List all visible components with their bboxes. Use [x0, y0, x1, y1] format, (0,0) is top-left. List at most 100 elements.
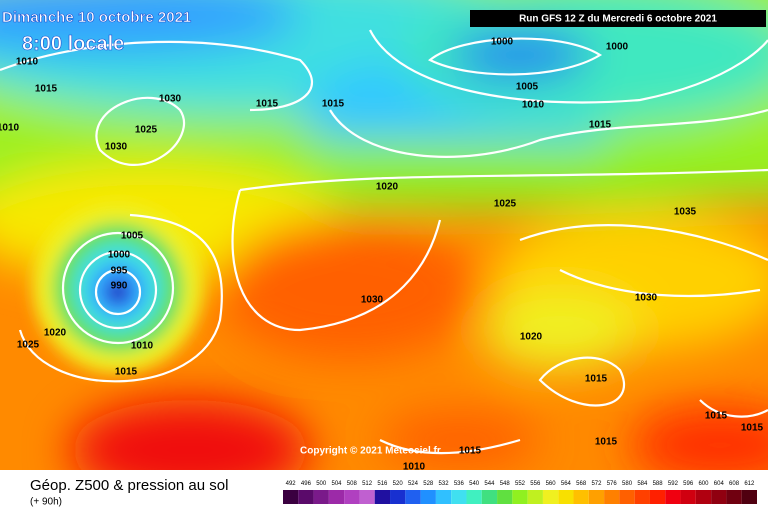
isobar-label: 1015 — [589, 120, 612, 131]
field — [0, 0, 768, 470]
scale-swatch — [313, 490, 329, 504]
scale-swatch — [649, 490, 666, 504]
isobar-label: 1010 — [131, 341, 154, 352]
scale-swatch — [695, 490, 712, 504]
isobar-label: 1025 — [135, 125, 158, 136]
isobar-label: 1020 — [520, 332, 543, 343]
scale-swatch — [619, 490, 635, 504]
scale-label: 584 — [637, 481, 648, 487]
isobar-label: 1000 — [491, 37, 514, 48]
scale-label: 592 — [668, 481, 679, 487]
isobar-label: 1015 — [741, 423, 764, 434]
scale-label: 588 — [653, 481, 664, 487]
scale-label: 548 — [500, 481, 511, 487]
scale-swatch — [604, 490, 620, 504]
scale-label: 524 — [408, 481, 419, 487]
scale-swatch — [680, 490, 696, 504]
scale-label: 528 — [423, 481, 434, 487]
isobar-label: 1000 — [108, 250, 131, 261]
scale-swatch — [711, 490, 727, 504]
date: Dimanche 10 octobre 2021 — [2, 9, 191, 26]
copyright: Copyright © 2021 Meteociel.fr — [300, 446, 441, 457]
isobar-label: 1005 — [121, 231, 144, 242]
scale-swatch — [741, 490, 757, 504]
isobar-label: 1015 — [115, 367, 138, 378]
isobar-label: 1025 — [494, 199, 517, 210]
isobar-label: 990 — [111, 281, 128, 292]
scale-swatch — [726, 490, 742, 504]
isobar-label: 1010 — [0, 123, 20, 134]
isobar-label: 1015 — [459, 446, 482, 457]
isobar-label: 1020 — [376, 182, 399, 193]
scale-swatch — [573, 490, 589, 504]
isobar-label: 1015 — [322, 99, 345, 110]
scale-label: 596 — [683, 481, 694, 487]
scale-swatch — [298, 490, 314, 504]
scale-swatch — [420, 490, 436, 504]
isobar-label: 1015 — [705, 411, 728, 422]
isobar-label: 1005 — [516, 82, 539, 93]
scale-label: 544 — [484, 481, 495, 487]
scale-swatch — [527, 490, 543, 504]
isobar-label: 1015 — [595, 437, 618, 448]
scale-swatch — [374, 490, 391, 504]
isobar-labels: 1010 1015 1010 1030 1025 1030 1015 1015 1000 1000… — [0, 37, 764, 473]
scale-label: 516 — [377, 481, 388, 487]
scale-label: 572 — [591, 481, 602, 487]
scale-swatch — [558, 490, 574, 504]
isobar-label: 1015 — [35, 84, 58, 95]
scale-label: 512 — [362, 481, 373, 487]
run-box — [470, 10, 766, 27]
scale-swatch — [405, 490, 421, 504]
isobar-label: 1025 — [17, 340, 40, 351]
scale-swatch — [390, 490, 406, 504]
isobar-label: 1030 — [105, 142, 128, 153]
scale-label: 496 — [301, 481, 312, 487]
isobar-label: 1015 — [585, 374, 608, 385]
scale-swatch — [328, 490, 345, 504]
color-scale: 492 496 500 504 508 512 516 520 524 528 532 536 540 5… — [283, 481, 757, 504]
isobar-label: 1020 — [44, 328, 67, 339]
scale-label: 492 — [286, 481, 297, 487]
isobars — [0, 29, 768, 455]
isobar-label: 1035 — [674, 207, 697, 218]
scale-swatch — [283, 490, 299, 504]
scale-label: 520 — [393, 481, 404, 487]
scale-swatch — [588, 490, 605, 504]
scale-label: 604 — [714, 481, 725, 487]
scale-swatch — [466, 490, 482, 504]
run-info: Run GFS 12 Z du Mercredi 6 octobre 2021 — [519, 14, 717, 25]
scale-label: 564 — [561, 481, 572, 487]
scale-label: 500 — [316, 481, 327, 487]
scale-label: 504 — [332, 481, 343, 487]
isobar-label: 1010 — [16, 57, 39, 68]
scale-swatch — [344, 490, 360, 504]
isobar-label: 1015 — [256, 99, 279, 110]
scale-swatch — [481, 490, 498, 504]
isobar-label: 1030 — [361, 295, 384, 306]
scale-label: 568 — [576, 481, 587, 487]
isobar-label: 1000 — [606, 42, 629, 53]
isobar-label: 1030 — [635, 293, 658, 304]
isobar-label: 1030 — [159, 94, 182, 105]
scale-label: 552 — [515, 481, 526, 487]
scale-swatch — [512, 490, 528, 504]
scale-label: 600 — [698, 481, 709, 487]
legend-title: Géop. Z500 & pression au sol — [30, 477, 228, 494]
legend-lead: (+ 90h) — [30, 497, 62, 508]
scale-label: 612 — [744, 481, 755, 487]
scale-label: 532 — [439, 481, 450, 487]
scale-label: 560 — [546, 481, 557, 487]
scale-label: 608 — [729, 481, 740, 487]
scale-swatch — [451, 490, 467, 504]
time: 8:00 locale — [22, 33, 124, 55]
isobar-label: 1010 — [403, 462, 426, 473]
isobar-label: 1010 — [522, 100, 545, 111]
scale-label: 540 — [469, 481, 480, 487]
scale-label: 536 — [454, 481, 465, 487]
scale-swatch — [542, 490, 559, 504]
scale-swatch — [435, 490, 452, 504]
scale-label: 556 — [530, 481, 541, 487]
